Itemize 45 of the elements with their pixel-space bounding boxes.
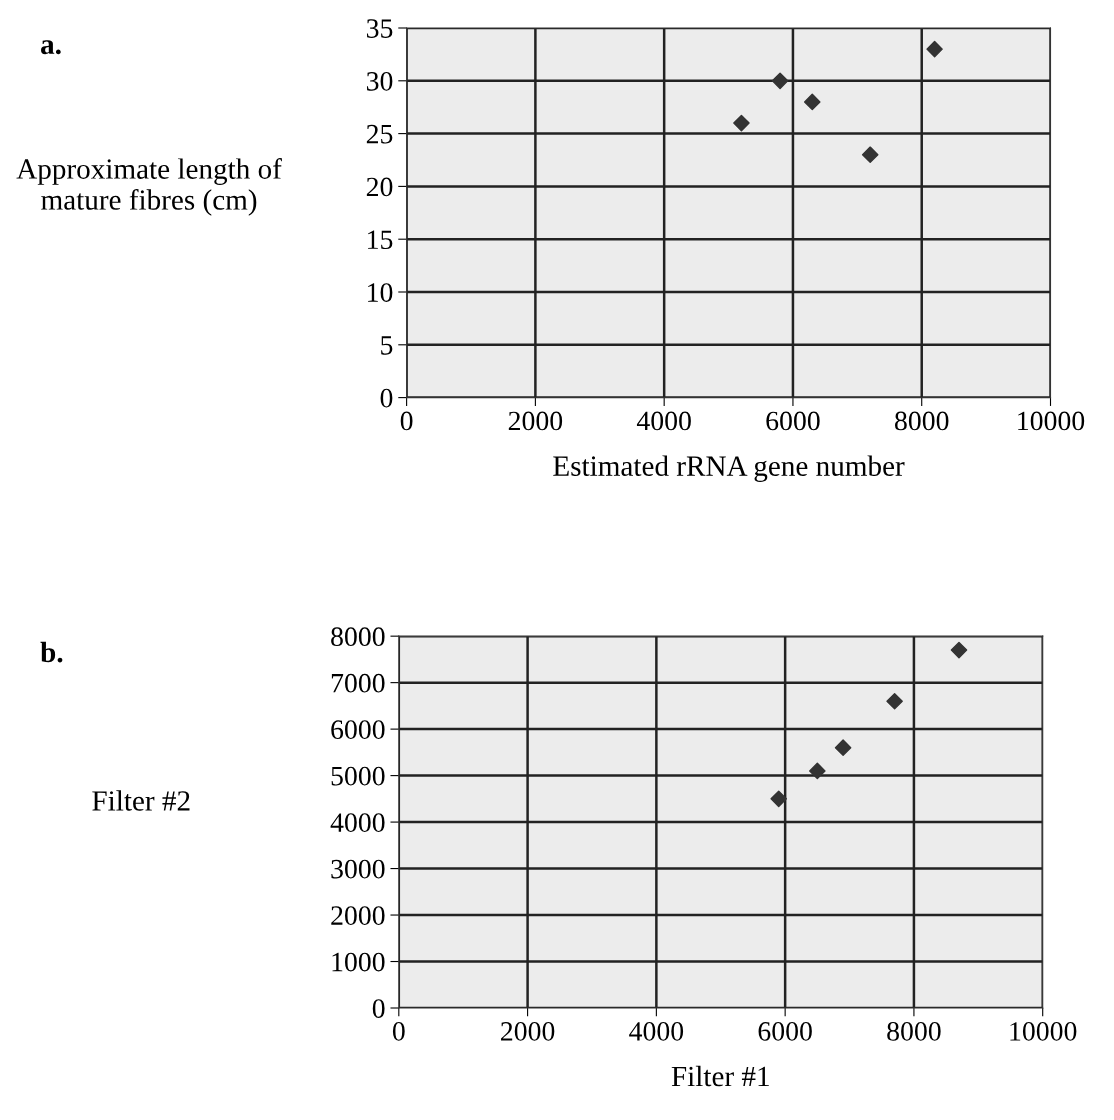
x-tick-label: 8000 [895, 411, 949, 431]
y-tick-label: 30 [366, 71, 393, 91]
x-tick-label: 6000 [758, 1022, 812, 1041]
x-tick-label: 0 [392, 1022, 405, 1041]
y-tick-label: 20 [366, 177, 393, 197]
y-tick-label: 5000 [331, 766, 385, 786]
y-tick-label: 35 [366, 19, 393, 38]
point [803, 93, 821, 111]
y-tick-label: 10 [368, 283, 393, 302]
x-tick-label: 2000 [508, 411, 563, 431]
x-tick-label: 6000 [766, 411, 820, 431]
y-axis-title: Approximate length of mature fibres (cm) [16, 158, 282, 216]
x-tick-label: 0 [400, 411, 413, 431]
text: a. [41, 40, 61, 55]
y-tick-label: 5 [381, 336, 393, 355]
y-tick-label: 15 [368, 230, 393, 250]
x-tick-label: 10000 [1018, 411, 1085, 431]
y-tick-label: 25 [366, 124, 393, 144]
point [770, 790, 788, 808]
point [733, 114, 750, 132]
y-tick-label: 2000 [331, 906, 385, 925]
y-tick-label: 6000 [331, 720, 385, 740]
y-tick-label: 3000 [331, 859, 385, 879]
x-tick-label: 10000 [1010, 1022, 1077, 1041]
point [834, 739, 852, 757]
point [886, 692, 903, 710]
y-tick-label: 7000 [331, 673, 385, 693]
y-tick-label: 0 [380, 388, 393, 408]
y-tick-label: 1000 [332, 952, 385, 972]
x-axis-title: Filter #1 [671, 1065, 769, 1087]
x-tick-label: 8000 [887, 1022, 941, 1041]
x-tick-label: 4000 [629, 1022, 684, 1041]
y-axis-title: Filter #2 [92, 790, 190, 811]
y-tick-label: 0 [372, 999, 385, 1018]
point [950, 641, 968, 659]
point [926, 40, 943, 58]
x-tick-label: 4000 [636, 411, 691, 431]
point [861, 146, 879, 164]
text: b. [40, 641, 63, 663]
point [809, 762, 826, 780]
x-axis-title: Estimated rRNA gene number [553, 455, 905, 482]
point [771, 72, 789, 90]
y-tick-label: 4000 [330, 813, 385, 832]
x-tick-label: 2000 [501, 1022, 555, 1041]
y-tick-label: 8000 [331, 627, 385, 647]
